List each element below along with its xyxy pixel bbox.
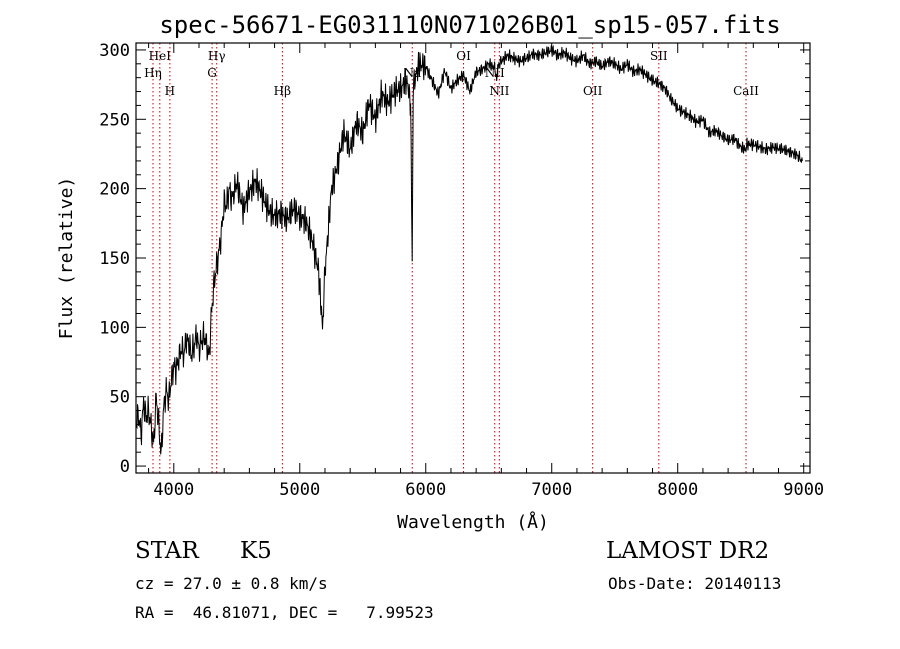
y-tick-label: 250 [99, 110, 130, 130]
x-tick-label: 6000 [405, 480, 446, 500]
spectral-line-label: H [165, 84, 175, 98]
x-tick-label: 5000 [279, 480, 320, 500]
spectrum-series [135, 44, 803, 455]
spectral-line-label: Hβ [274, 84, 291, 98]
x-tick-label: 9000 [783, 480, 824, 500]
plot-frame [135, 42, 811, 474]
y-tick-label: 300 [99, 41, 130, 61]
object-subclass: K5 [240, 538, 272, 564]
spectral-line-label: NII [489, 84, 509, 98]
coordinates-text: RA = 46.81071, DEC = 7.99523 [135, 603, 434, 622]
x-axis-label: Wavelength (Å) [397, 511, 549, 533]
y-tick-label: 200 [99, 180, 130, 200]
y-tick-label: 0 [120, 457, 130, 477]
x-tick-label: 4000 [153, 480, 194, 500]
chart-title: spec-56671-EG031110N071026B01_sp15-057.f… [159, 11, 780, 39]
x-tick-label: 8000 [657, 480, 698, 500]
spectral-line-label: Hγ [208, 49, 226, 63]
spectrum-line [135, 44, 803, 455]
y-tick-label: 150 [99, 249, 130, 269]
object-class: STAR [135, 538, 199, 564]
axes: 4000 5000 6000 7000 8000 9000 0 50 100 150 200 250 3… [99, 41, 824, 500]
spectral-line-label: OII [583, 84, 603, 98]
y-tick-label: 50 [110, 388, 130, 408]
spectral-line-label: CaII [733, 84, 759, 98]
spectral-line-label: OI [456, 49, 471, 63]
obs-date-text: Obs-Date: 20140113 [608, 574, 782, 593]
y-axis-label: Flux (relative) [56, 177, 77, 340]
spectral-line-label: G [207, 66, 217, 80]
spectral-line-label: Hη [144, 66, 162, 80]
y-tick-label: 100 [99, 318, 130, 338]
survey-name: LAMOST DR2 [606, 538, 770, 564]
spectral-line-label: SII [650, 49, 668, 63]
redshift-text: cz = 27.0 ± 0.8 km/s [135, 574, 328, 593]
x-tick-label: 7000 [531, 480, 572, 500]
spectral-line-label: HeI [149, 49, 172, 63]
